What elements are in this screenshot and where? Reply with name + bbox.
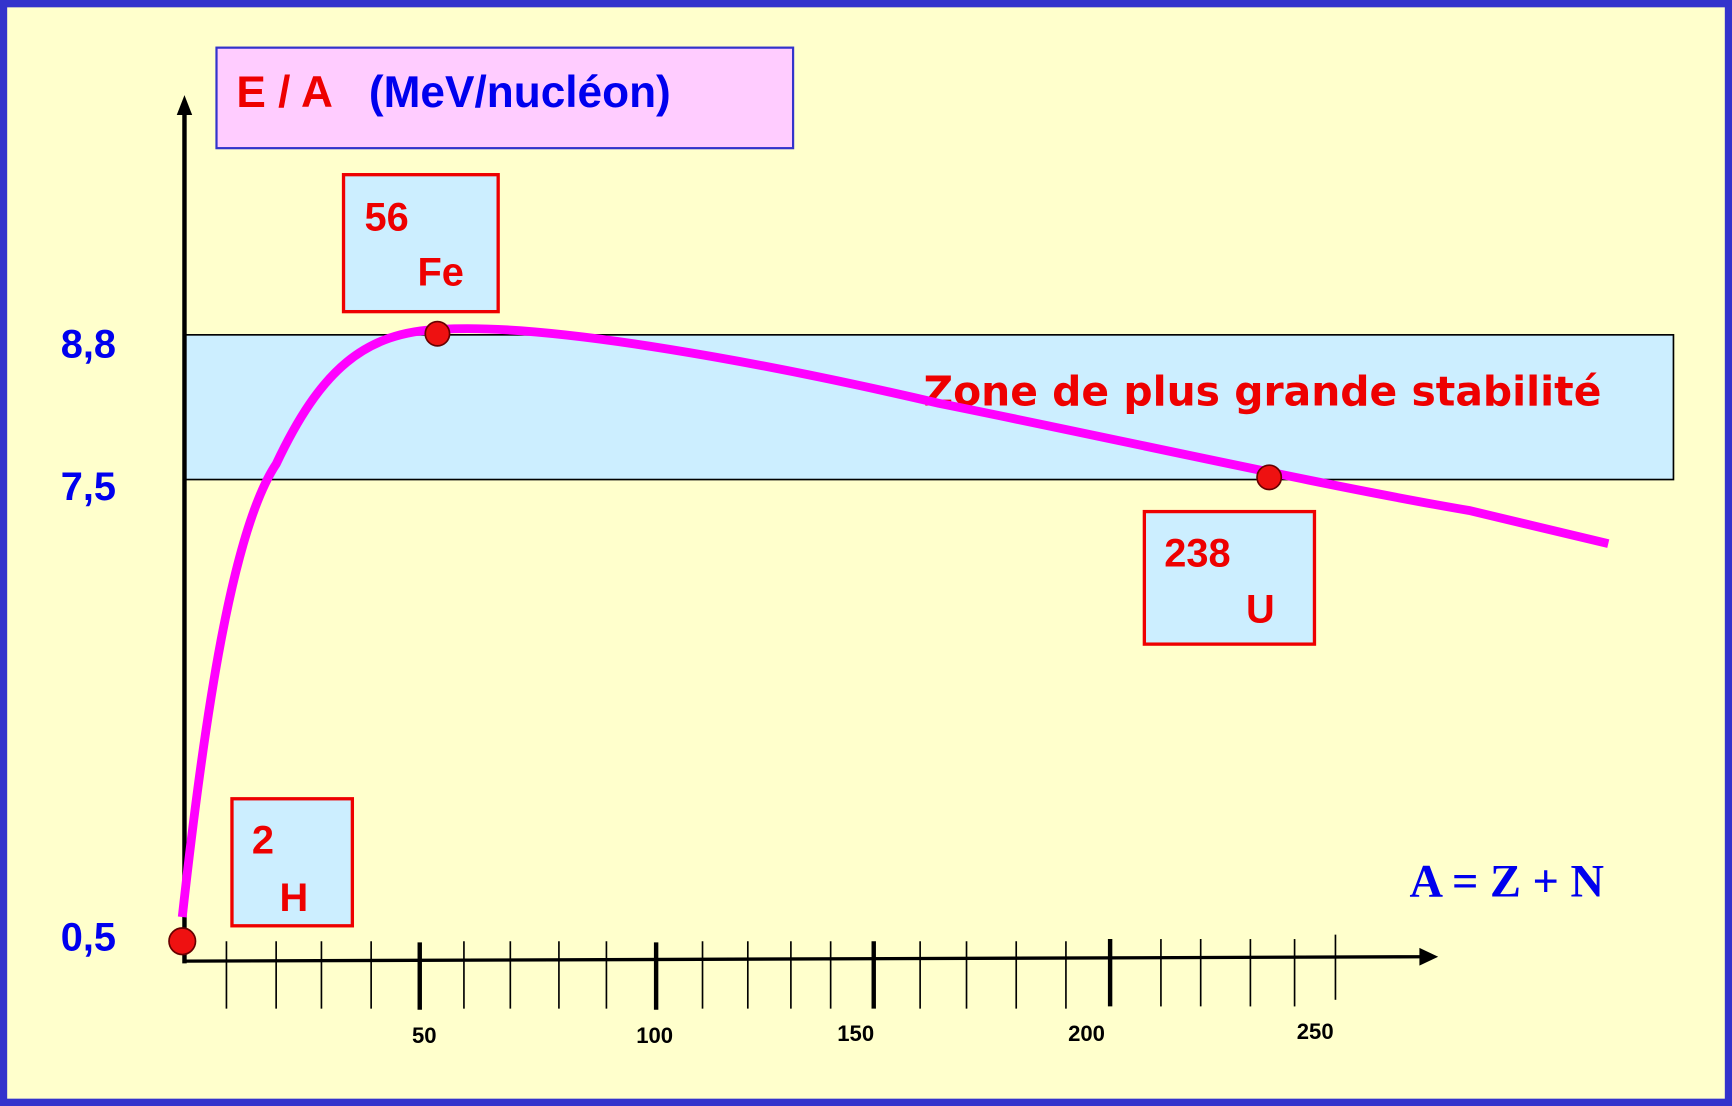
minor-ticks (225, 934, 1337, 1009)
nuclide-box (1142, 509, 1317, 646)
nuclide-mass: 238 (1164, 531, 1230, 575)
point-fe (424, 320, 451, 347)
title-symbol: E / A (236, 68, 333, 117)
x-axis (184, 955, 1425, 963)
point-u (1256, 464, 1283, 491)
y-label: 0,5 (61, 916, 116, 960)
y-arrow (176, 95, 193, 116)
nuclide-box (230, 797, 355, 928)
y-label: 7,5 (61, 465, 116, 509)
nuclide-symbol: H (279, 876, 308, 920)
nuclide-symbol: Fe (418, 251, 464, 295)
zone-label: Zone de plus grande stabilité (923, 367, 1601, 415)
nuclide-symbol: U (1246, 588, 1275, 632)
major-ticks (417, 939, 1113, 1010)
x-label: 150 (837, 1021, 874, 1046)
x-label: 100 (636, 1023, 673, 1048)
title-unit: (MeV/nucléon) (369, 68, 671, 117)
x-label: 50 (412, 1023, 437, 1048)
y-label: 8,8 (61, 322, 116, 366)
x-arrow (1419, 947, 1439, 966)
x-label: 200 (1068, 1021, 1105, 1046)
nuclide-mass: 56 (365, 195, 409, 239)
nuclide-mass: 2 (252, 818, 274, 862)
x-label: 250 (1297, 1019, 1334, 1044)
nuclide-box (341, 173, 500, 314)
point-h (168, 927, 197, 956)
title-box (215, 46, 795, 150)
stability-band (184, 334, 1675, 481)
axes (176, 95, 1439, 1010)
x-axis-label: A = Z + N (1409, 857, 1604, 908)
binding-curve (177, 324, 1610, 918)
